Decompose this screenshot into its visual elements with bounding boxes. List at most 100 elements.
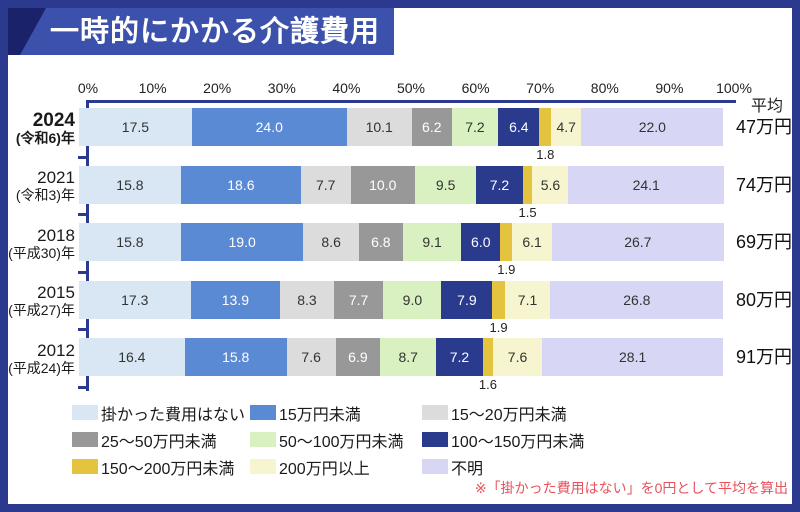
legend-swatch — [422, 432, 448, 447]
era-text: (令和3)年 — [15, 187, 75, 204]
bar-segment: 8.7 — [380, 338, 437, 377]
average-value: 47万円 — [735, 117, 792, 137]
bar-segment — [482, 338, 494, 377]
bar-wrap: 15.8 19.0 8.6 6.8 9.1 6.0 6.1 26.7 1.9 — [78, 223, 724, 281]
x-axis-tick-label: 90% — [655, 80, 684, 96]
era-text: (平成27)年 — [8, 302, 75, 319]
bar-segment: 24.1 — [568, 165, 724, 204]
x-axis-line — [86, 100, 736, 103]
bar-wrap: 15.8 18.6 7.7 10.0 9.5 7.2 5.6 24.1 1.5 — [78, 165, 724, 224]
x-axis-tick-label: 80% — [590, 80, 619, 96]
chart-panel: 一時的にかかる介護費用 0% 10% 20% 30% 40% 50% 60% 70% 80% 90… — [8, 8, 792, 504]
bar-wrap: 17.5 24.0 10.1 6.2 7.2 6.4 4.7 22.0 1.8 — [78, 108, 724, 166]
bar-segment: 28.1 — [542, 338, 724, 377]
bar-segment: 15.8 — [78, 223, 181, 262]
y-axis-tick — [78, 213, 86, 217]
chart-row: 2024 (令和6)年 17.5 24.0 10.1 6.2 7.2 6.4 4.7 22.0 1.… — [8, 108, 792, 166]
era-text: (平成30)年 — [8, 244, 75, 261]
stacked-bar: 15.8 19.0 8.6 6.8 9.1 6.0 6.1 26.7 — [78, 223, 724, 262]
legend-item: 15万円未満 — [250, 400, 422, 425]
bar-segment: 6.8 — [358, 223, 403, 262]
bar-segment: 19.0 — [180, 223, 304, 262]
title-banner: 一時的にかかる介護費用 — [8, 8, 394, 55]
bar-segment: 17.3 — [78, 280, 191, 319]
bar-segment: 7.7 — [300, 165, 351, 204]
stacked-bar: 17.3 13.9 8.3 7.7 9.0 7.9 7.1 26.8 — [78, 280, 724, 319]
y-axis-tick — [78, 155, 86, 159]
y-axis-tick — [78, 328, 86, 332]
bar-segment: 8.3 — [280, 280, 334, 319]
average-value: 69万円 — [735, 232, 792, 253]
bar-wrap: 17.3 13.9 8.3 7.7 9.0 7.9 7.1 26.8 1.9 — [78, 280, 724, 339]
legend-item: 不明 — [422, 454, 584, 479]
legend-label: 掛かった費用はない — [101, 406, 246, 424]
era-text: (平成24)年 — [8, 359, 75, 376]
y-axis-tick — [78, 270, 86, 274]
bar-segment: 17.5 — [78, 108, 192, 146]
y-axis-tick — [78, 386, 86, 389]
average-column-header: 平均 — [750, 98, 783, 115]
legend-item: 25～50万円未満 — [72, 427, 250, 452]
bar-segment: 6.2 — [411, 108, 452, 146]
year-label: 2018 (平成30)年 — [8, 223, 79, 263]
bar-segment — [522, 165, 533, 204]
x-axis-tick-label: 40% — [332, 80, 361, 96]
legend-label: 150～200万円未満 — [101, 460, 235, 478]
legend-label: 100～150万円未満 — [451, 433, 585, 451]
bar-segment: 10.1 — [346, 108, 412, 146]
legend-item: 掛かった費用はない — [72, 400, 250, 425]
year-label: 2015 (平成27)年 — [8, 281, 79, 321]
bar-segment: 6.4 — [498, 108, 540, 146]
average-value: 74万円 — [735, 174, 792, 195]
legend-item: 15～20万円未満 — [422, 400, 584, 425]
legend-item: 50～100万円未満 — [250, 427, 422, 452]
year-text: 2024 — [32, 109, 75, 131]
year-label: 2024 (令和6)年 — [8, 108, 79, 148]
year-text: 2018 — [37, 225, 75, 245]
bar-segment: 6.9 — [335, 338, 381, 377]
bar-segment: 7.2 — [476, 165, 523, 204]
legend-label: 50～100万円未満 — [279, 433, 404, 451]
bar-segment: 26.8 — [550, 280, 724, 319]
x-axis-tick-label: 10% — [138, 80, 167, 96]
legend-label: 200万円以上 — [279, 460, 370, 478]
legend-swatch — [422, 405, 448, 420]
era-text: (令和6)年 — [15, 129, 75, 146]
legend-label: 15～20万円未満 — [451, 406, 567, 424]
bar-segment: 16.4 — [78, 338, 185, 377]
segment-value-below: 1.9 — [497, 262, 516, 278]
bar-segment: 15.8 — [78, 165, 181, 204]
chart-row: 2021 (令和3)年 15.8 18.6 7.7 10.0 9.5 7.2 5.6 24.1 1.… — [8, 165, 792, 224]
x-axis-tick-label: 30% — [267, 80, 296, 96]
bar-segment: 24.0 — [191, 108, 347, 146]
bar-segment: 7.7 — [333, 280, 384, 319]
footnote: ※「掛かった費用はない」を0円として平均を算出 — [474, 480, 788, 496]
chart-rows: 2024 (令和6)年 17.5 24.0 10.1 6.2 7.2 6.4 4.7 22.0 1.… — [8, 108, 792, 396]
year-text: 2021 — [37, 168, 75, 188]
bar-segment: 5.6 — [532, 165, 569, 204]
bar-segment: 13.9 — [190, 280, 281, 319]
legend-item: 100～150万円未満 — [422, 427, 584, 452]
bar-segment: 22.0 — [581, 108, 724, 146]
x-axis-tick-label: 50% — [396, 80, 426, 96]
average-value: 91万円 — [735, 347, 792, 368]
bar-segment: 7.9 — [441, 280, 493, 319]
legend-swatch — [72, 432, 98, 447]
x-axis-tick-label: 70% — [526, 80, 555, 96]
bar-segment: 7.2 — [436, 338, 483, 377]
bar-segment: 7.2 — [451, 108, 499, 146]
bar-segment: 18.6 — [180, 165, 301, 204]
bar-segment — [500, 223, 513, 262]
bar-segment: 9.5 — [415, 165, 477, 204]
stacked-bar: 15.8 18.6 7.7 10.0 9.5 7.2 5.6 24.1 — [78, 165, 724, 204]
average-value: 80万円 — [735, 289, 792, 310]
legend: 掛かった費用はない 15万円未満 15～20万円未満 25～50万円未満 50～100万… — [72, 400, 584, 479]
bar-segment: 9.1 — [402, 223, 462, 262]
x-axis-tick-label: 60% — [461, 80, 490, 96]
bar-segment: 7.6 — [493, 338, 543, 377]
legend-label: 15万円未満 — [279, 406, 361, 424]
segment-value-below: 1.5 — [518, 204, 537, 220]
bar-segment: 15.8 — [184, 338, 287, 377]
bar-segment: 7.1 — [504, 280, 551, 319]
